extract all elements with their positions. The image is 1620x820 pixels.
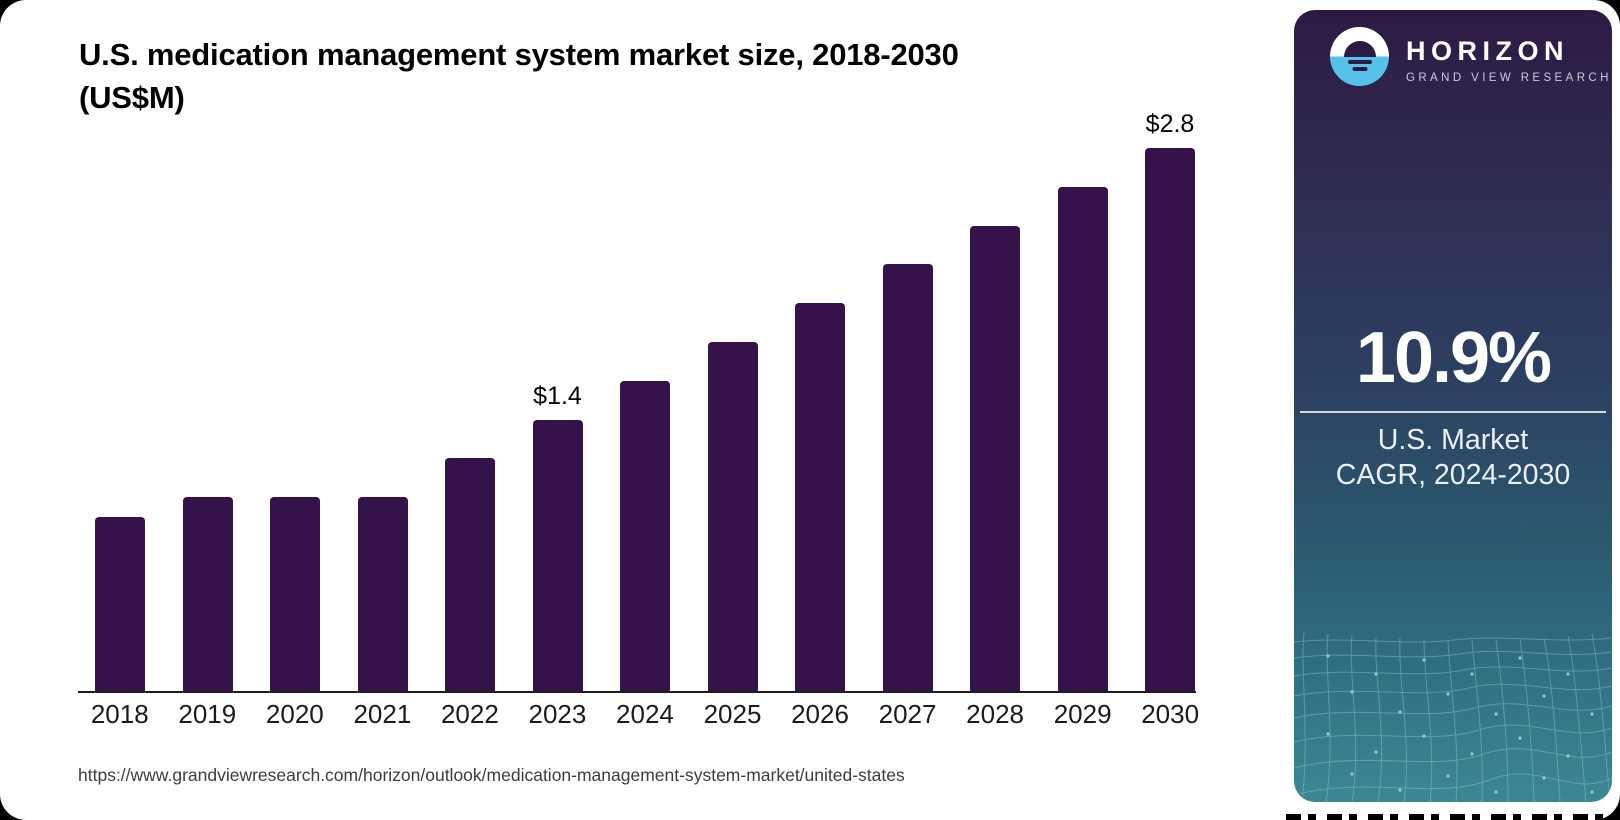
bar-2022 <box>445 148 495 691</box>
bar-rect-2021 <box>357 497 408 691</box>
logo-horizon-line-short <box>1352 67 1367 71</box>
bar-rect-2025 <box>707 341 758 691</box>
bar-2024 <box>620 148 670 691</box>
bar-rect-2028 <box>970 225 1020 691</box>
bar-2025 <box>707 148 758 691</box>
bar-rect-2020 <box>270 497 320 691</box>
bar-2030: $2.8 <box>1145 110 1195 691</box>
bar-rect-2018 <box>95 516 145 691</box>
bar-2023: $1.4 <box>532 148 583 691</box>
barcode-decoration <box>1286 814 1620 820</box>
cagr-label: U.S. Market CAGR, 2024-2030 <box>1294 423 1612 493</box>
bar-rect-2029 <box>1057 186 1108 691</box>
bar-rect-2023 <box>532 419 583 691</box>
value-label-2023: $1.4 <box>533 381 582 410</box>
sub-brand-name: GRAND VIEW RESEARCH <box>1406 72 1612 84</box>
x-axis-line <box>78 691 1196 693</box>
logo-dome-shape <box>1343 41 1376 57</box>
x-tick-2024: 2024 <box>616 699 674 729</box>
x-tick-2025: 2025 <box>703 699 762 729</box>
chart-title-line1: U.S. medication management system market… <box>79 37 959 72</box>
x-tick-2018: 2018 <box>90 699 149 729</box>
bar-2029 <box>1057 148 1108 691</box>
chart-title: U.S. medication management system market… <box>79 33 1179 119</box>
x-tick-2019: 2019 <box>178 699 237 729</box>
cagr-label-line2: CAGR, 2024-2030 <box>1335 459 1571 491</box>
x-tick-2023: 2023 <box>528 699 587 729</box>
sun-over-horizon-icon <box>1330 27 1389 86</box>
bar-2026 <box>795 148 845 691</box>
chart-title-line2: (US$M) <box>79 80 185 115</box>
bar-rect-2030 <box>1145 148 1195 691</box>
bar-rect-2026 <box>795 303 845 691</box>
stat-divider <box>1300 411 1606 413</box>
x-tick-2021: 2021 <box>353 699 412 729</box>
horizon-logo: HORIZON GRAND VIEW RESEARCH <box>1330 27 1612 86</box>
x-tick-2027: 2027 <box>878 699 937 729</box>
bar-rect-2019 <box>182 497 233 691</box>
bar-rect-2027 <box>882 264 933 691</box>
value-label-2030: $2.8 <box>1145 110 1195 138</box>
bar-2028 <box>970 148 1020 691</box>
bar-rect-2024 <box>620 380 670 691</box>
logo-text: HORIZON GRAND VIEW RESEARCH <box>1406 27 1612 84</box>
cagr-label-line1: U.S. Market <box>1377 424 1529 456</box>
bar-2019 <box>182 148 233 691</box>
bar-2020 <box>270 148 320 691</box>
x-tick-2029: 2029 <box>1053 699 1112 729</box>
x-tick-2026: 2026 <box>791 699 849 729</box>
bar-2018 <box>95 148 145 691</box>
x-tick-2028: 2028 <box>966 699 1024 729</box>
x-ticks: 2018 2019 2020 2021 2022 2023 2024 2025 2026 2027… <box>76 699 1214 730</box>
x-tick-2022: 2022 <box>440 699 499 729</box>
bar-chart: $1.4 $2.8 <box>95 110 1195 691</box>
wireframe-mesh-decoration <box>1294 632 1612 802</box>
bar-rect-2022 <box>445 458 495 691</box>
logo-horizon-line <box>1347 60 1372 64</box>
x-tick-2030: 2030 <box>1141 699 1200 729</box>
bar-2027 <box>882 148 933 691</box>
brand-name: HORIZON <box>1406 36 1569 66</box>
source-url: https://www.grandviewresearch.com/horizo… <box>78 765 905 785</box>
x-tick-2020: 2020 <box>265 699 324 729</box>
cagr-value: 10.9% <box>1355 318 1552 398</box>
bar-2021 <box>357 148 408 691</box>
sidebar-panel: HORIZON GRAND VIEW RESEARCH 10.9% U.S. M… <box>1294 10 1612 802</box>
